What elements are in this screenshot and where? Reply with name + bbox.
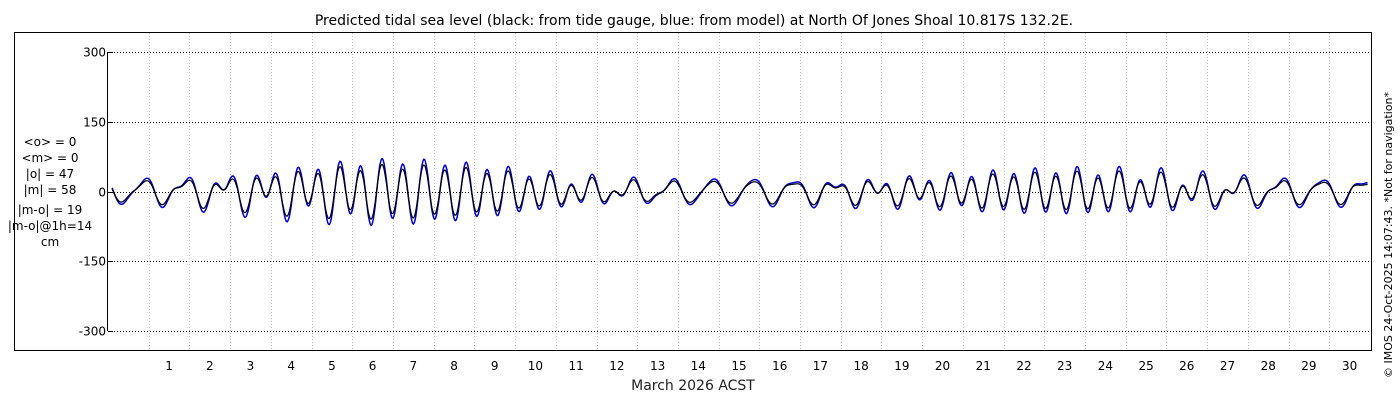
stat-abs-model: |m| = 58 [24, 183, 77, 197]
y-tick-label: 150 [83, 116, 106, 130]
x-tick-label: 20 [935, 359, 950, 373]
stat-mean-obs: <o> = 0 [24, 135, 77, 149]
y-axis-ticks: 300 150 0 -150 -300 [79, 46, 113, 339]
chart-title: Predicted tidal sea level (black: from t… [315, 13, 1073, 29]
x-tick-label: 6 [369, 359, 377, 373]
x-tick-label: 11 [569, 359, 584, 373]
series-tide-gauge [111, 164, 1368, 221]
x-tick-label: 10 [528, 359, 543, 373]
x-tick-label: 14 [691, 359, 706, 373]
x-tick-label: 12 [609, 359, 624, 373]
x-tick-label: 24 [1098, 359, 1113, 373]
x-axis-label: March 2026 ACST [631, 378, 755, 394]
x-tick-label: 23 [1057, 359, 1072, 373]
x-tick-label: 16 [772, 359, 787, 373]
x-tick-label: 2 [206, 359, 214, 373]
x-tick-label: 26 [1179, 359, 1194, 373]
x-tick-label: 22 [1016, 359, 1031, 373]
stat-abs-obs: |o| = 47 [26, 167, 74, 181]
x-tick-label: 5 [328, 359, 336, 373]
x-axis-ticks: 1 2 3 4 5 6 7 8 9 10 11 12 13 14 15 16 17 18 19 20 21 22 23 24 2… [165, 359, 1357, 373]
credit-text: © IMOS 24-Oct-2025 14:07:43. *Not for na… [1382, 92, 1395, 378]
series-model [111, 157, 1368, 227]
x-tick-label: 25 [1138, 359, 1153, 373]
x-tick-label: 7 [410, 359, 418, 373]
x-tick-label: 21 [976, 359, 991, 373]
stats-panel: <o> = 0 <m> = 0 |o| = 47 |m| = 58 |m-o| … [8, 135, 92, 249]
x-tick-label: 4 [287, 359, 295, 373]
y-tick-label: 300 [83, 46, 106, 60]
x-tick-label: 8 [450, 359, 458, 373]
stat-abs-diff-1h: |m-o|@1h=14 [8, 219, 92, 233]
x-tick-label: 17 [813, 359, 828, 373]
y-tick-label: 0 [98, 186, 106, 200]
x-tick-label: 28 [1261, 359, 1276, 373]
stat-abs-diff: |m-o| = 19 [18, 203, 83, 217]
y-tick-label: -150 [79, 255, 106, 269]
x-tick-label: 9 [491, 359, 499, 373]
x-tick-label: 18 [853, 359, 868, 373]
outer-frame [14, 32, 1372, 351]
x-tick-label: 19 [894, 359, 909, 373]
x-tick-label: 3 [247, 359, 255, 373]
stat-mean-model: <m> = 0 [21, 151, 78, 165]
series-group [111, 157, 1368, 227]
x-tick-label: 30 [1342, 359, 1357, 373]
x-tick-label: 29 [1301, 359, 1316, 373]
x-tick-label: 27 [1220, 359, 1235, 373]
grid-lines [108, 33, 1370, 350]
x-tick-label: 15 [731, 359, 746, 373]
x-tick-label: 1 [165, 359, 173, 373]
stat-units: cm [41, 235, 59, 249]
y-tick-label: -300 [79, 325, 106, 339]
x-tick-label: 13 [650, 359, 665, 373]
